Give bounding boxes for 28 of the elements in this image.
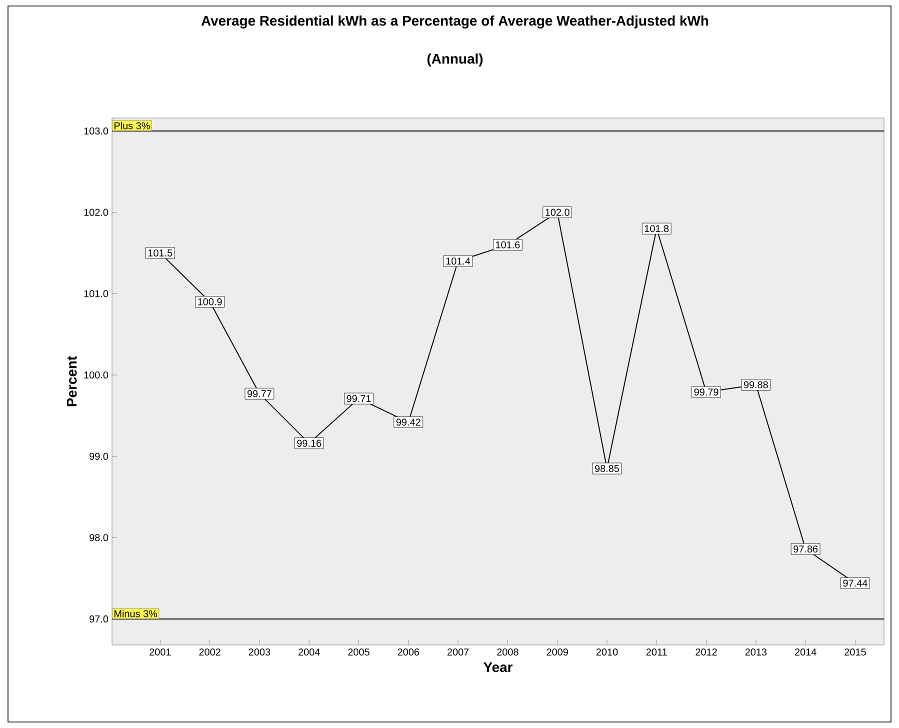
x-tick-label: 2012: [696, 648, 717, 656]
ref-line-label: Minus 3%: [114, 610, 158, 618]
y-tick-label: 103.0: [84, 127, 108, 135]
x-tick-label: 2011: [646, 648, 667, 656]
x-tick-label: 2004: [298, 648, 320, 656]
x-tick-label: 2008: [497, 648, 518, 656]
x-tick-label: 2006: [398, 648, 420, 656]
chart-title: Average Residential kWh as a Percentage of Average Weather-Adjusted kWh: [201, 15, 708, 29]
y-tick-label: 100.0: [84, 371, 108, 378]
y-tick-label: 97.0: [90, 615, 108, 622]
x-tick-label: 2001: [150, 648, 171, 656]
x-tick-label: 2013: [745, 648, 767, 656]
y-tick-label: 101.0: [84, 290, 108, 298]
x-tick-label: 2010: [596, 648, 618, 656]
x-tick-label: 2009: [546, 648, 568, 656]
y-axis-title: Percent: [66, 356, 77, 406]
x-tick-label: 2007: [447, 648, 469, 656]
y-tick-label: 102.0: [84, 208, 108, 216]
x-tick-label: 2003: [248, 648, 270, 656]
y-tick-label: 98.0: [90, 534, 108, 542]
x-tick-label: 2002: [199, 648, 220, 656]
x-tick-label: 2014: [794, 648, 816, 656]
ref-line-label: Plus 3%: [114, 122, 150, 130]
y-tick-label: 99.0: [90, 452, 108, 460]
x-tick-label: 2005: [348, 648, 370, 656]
x-axis-title: Year: [484, 662, 513, 672]
x-tick-label: 2015: [844, 648, 866, 656]
chart-subtitle: (Annual): [427, 53, 483, 66]
